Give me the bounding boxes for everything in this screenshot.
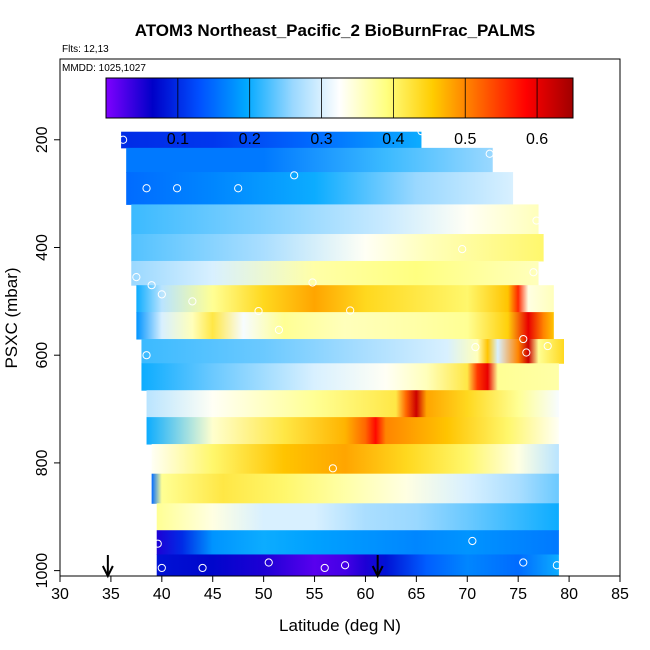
sample-marker [290,171,299,180]
axes: 30 35 40 45 50 55 60 65 70 75 80 85 200 400 600 800 1000 [34,126,629,603]
heatmap-band [121,131,422,149]
sample-marker [198,563,207,573]
sample-marker [532,216,541,225]
heatmap-band [131,260,539,286]
sample-marker [119,135,128,144]
colorbar-gradient [105,77,574,119]
x-tick-label: 65 [407,586,425,603]
sample-marker [320,563,329,573]
sample-marker [468,536,477,546]
colorbar-tick-label: 0.5 [454,131,476,148]
x-tick-label: 55 [306,586,324,603]
sample-marker [157,290,166,299]
x-tick-label: 85 [611,586,629,603]
sample-marker [153,539,162,548]
y-tick-label: 200 [34,126,51,153]
heatmap-band [131,204,539,235]
sample-marker [529,268,538,277]
sample-marker [188,297,197,306]
y-tick-label: 1000 [34,553,51,589]
colorbar-tick-label: 0.4 [382,131,404,148]
sample-marker [522,348,531,357]
y-axis-label: PSXC (mbar) [2,267,21,368]
heatmap-band [156,554,559,577]
sample-marker [147,281,156,290]
sample-marker [328,464,337,473]
colorbar-tick-label: 0.1 [167,131,189,148]
flights-label: Flts: 12,13 [62,44,109,55]
heatmap-band [136,285,554,313]
x-tick-label: 50 [255,586,273,603]
heatmap-band [146,417,559,445]
heatmap-band [136,312,554,340]
x-tick-label: 75 [509,586,527,603]
x-tick-label: 30 [51,586,69,603]
sample-marker [234,184,243,193]
sample-marker [543,341,552,351]
heatmap-band [131,234,544,262]
sample-marker [417,127,426,136]
sample-marker [458,245,467,254]
sample-marker [308,278,317,287]
heatmap-band [141,363,559,391]
chart-title: ATOM3 Northeast_Pacific_2 BioBurnFrac_PA… [135,21,536,40]
plot-frame [59,58,621,577]
heatmap-band [156,530,559,555]
x-tick-label: 60 [357,586,375,603]
heatmap-band [151,473,559,504]
colorbar-tick-label: 0.2 [239,131,261,148]
x-axis-label: Latitude (deg N) [279,616,401,635]
arrow-marker [101,555,114,579]
arrow-layer [101,555,384,579]
sample-marker [519,334,528,344]
heatmap-band [151,444,559,475]
x-tick-label: 80 [560,586,578,603]
x-tick-label: 70 [458,586,476,603]
sample-marker [254,306,263,316]
sample-marker [157,563,166,573]
dates-label: MMDD: 1025,1027 [62,63,146,74]
heatmap-band [126,147,493,173]
sample-marker [471,343,480,352]
marker-layer [119,127,561,573]
heatmap-layer [121,131,565,577]
x-tick-label: 35 [102,586,120,603]
heatmap-band [156,503,559,531]
sample-marker [264,558,273,567]
sample-marker [346,306,355,315]
colorbar-tick-label: 0.6 [526,131,548,148]
sample-marker [340,561,350,570]
sample-marker [132,273,141,282]
sample-marker [552,561,561,570]
x-tick-label: 45 [204,586,222,603]
colorbar-tick-label: 0.3 [310,131,332,148]
sample-marker [274,325,284,334]
sample-marker [485,149,494,158]
y-tick-label: 800 [34,449,51,476]
colorbar: 0.1 0.2 0.3 0.4 0.5 0.6 [105,77,574,148]
sample-marker [142,351,151,360]
y-tick-label: 600 [34,342,51,369]
x-tick-label: 40 [153,586,171,603]
sample-marker [519,558,528,567]
heatmap-band [126,172,514,205]
heatmap-band [146,390,559,418]
heatmap-band [141,339,565,364]
sample-marker [172,184,182,193]
sample-marker [142,184,151,193]
arrow-marker [371,555,384,579]
y-tick-label: 400 [34,234,51,261]
